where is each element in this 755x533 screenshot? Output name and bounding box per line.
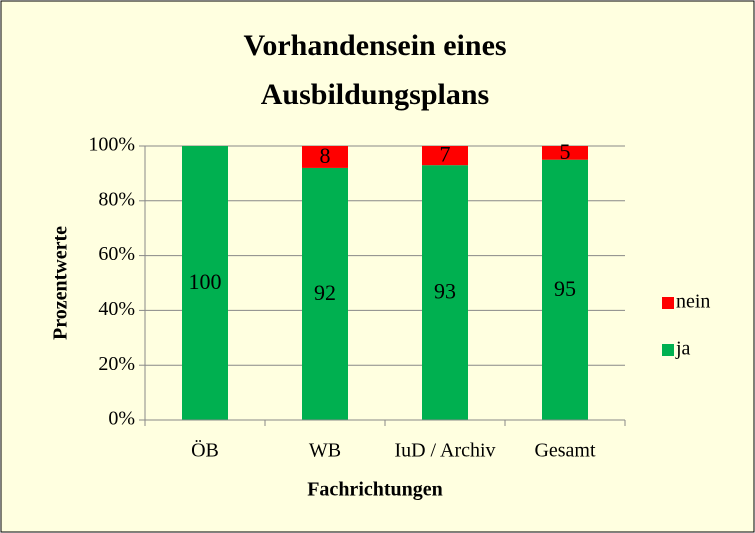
bar-segment [422, 165, 468, 420]
legend-swatch [662, 297, 674, 309]
legend-label: ja [675, 338, 691, 360]
bar-segment [182, 146, 228, 420]
y-tick-label: 80% [98, 188, 135, 210]
data-label: 95 [554, 276, 576, 301]
y-tick-label: 20% [98, 353, 135, 375]
x-tick-label: ÖB [191, 439, 219, 462]
bar-segment [422, 146, 468, 166]
y-tick-label: 40% [98, 298, 135, 320]
x-tick-label: Gesamt [534, 440, 596, 462]
bar-segment [542, 146, 588, 160]
data-label: 8 [320, 143, 331, 168]
bar-segment [542, 159, 588, 420]
legend-label: nein [676, 291, 710, 313]
y-axis-label: Prozentwerte [50, 226, 72, 340]
y-tick-label: 60% [98, 243, 135, 265]
legend-swatch [662, 344, 674, 356]
data-label: 100 [189, 269, 222, 294]
data-label: 7 [440, 142, 451, 167]
x-axis-label: Fachrichtungen [307, 479, 443, 501]
y-tick-label: 100% [88, 134, 135, 156]
x-tick-label: IuD / Archiv [394, 440, 495, 462]
bar-segment [302, 167, 348, 420]
y-tick-label: 0% [108, 408, 135, 430]
data-label: 5 [560, 139, 571, 164]
data-label: 92 [314, 280, 336, 305]
chart-title: Ausbildungsplans [261, 78, 490, 111]
x-tick-label: WB [309, 440, 341, 462]
chart-title: Vorhandensein eines [243, 29, 506, 62]
bar-segment [302, 146, 348, 168]
data-label: 93 [434, 279, 456, 304]
